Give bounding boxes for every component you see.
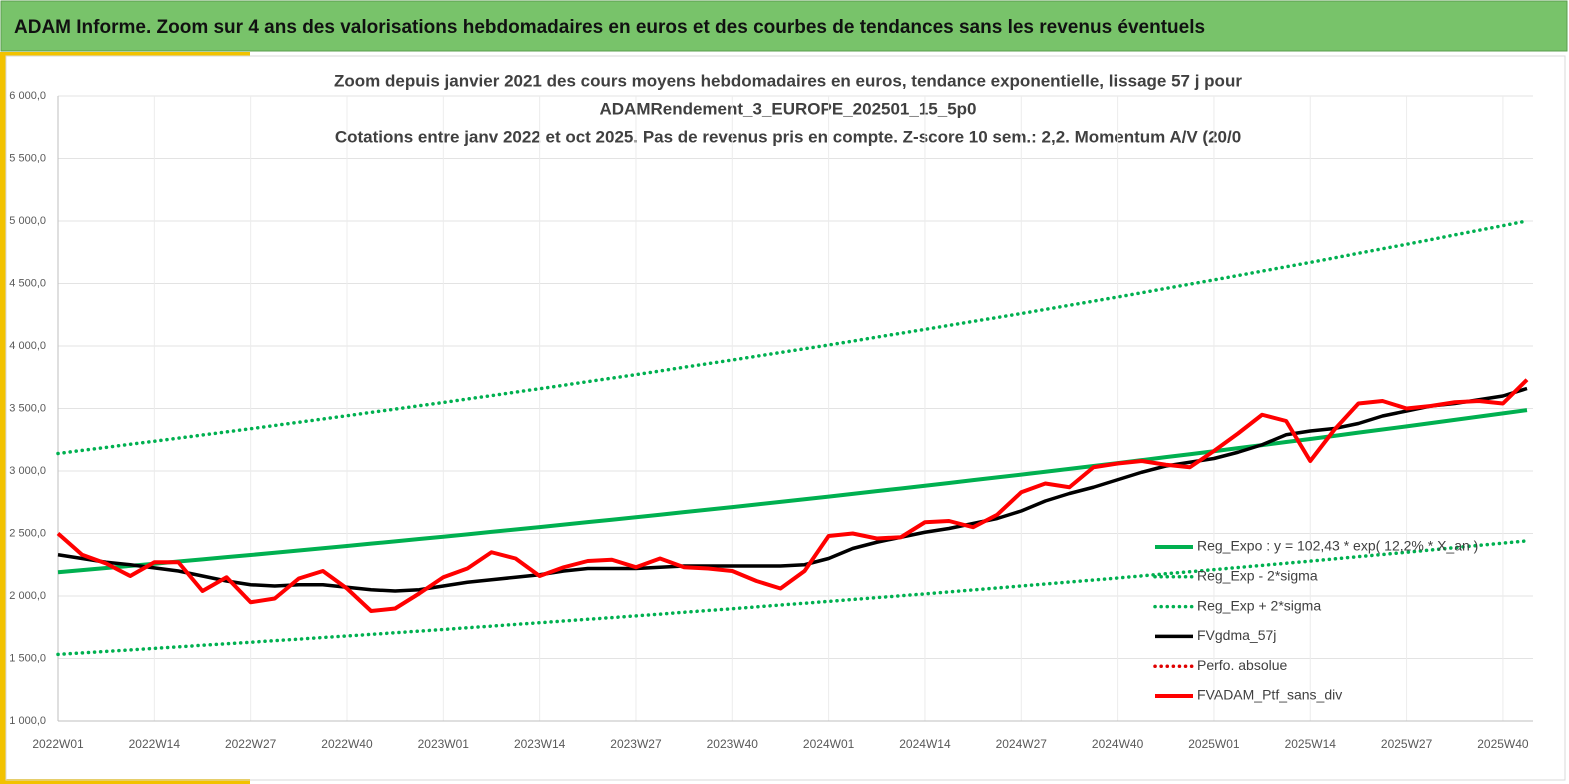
series-line [56,539,1529,657]
y-tick-label: 5 500,0 [9,152,46,164]
y-tick-label: 1 000,0 [9,715,46,727]
y-tick-label: 1 500,0 [9,652,46,664]
y-tick-label: 3 500,0 [9,402,46,414]
x-tick-label: 2025W14 [1285,737,1337,751]
chart-title: Zoom depuis janvier 2021 des cours moyen… [334,71,1242,90]
x-tick-label: 2025W27 [1381,737,1433,751]
x-tick-label: 2024W01 [803,737,855,751]
x-tick-label: 2023W27 [610,737,662,751]
top-accent [0,52,250,56]
y-tick-label: 2 500,0 [9,527,46,539]
x-tick-label: 2022W27 [225,737,277,751]
x-tick-label: 2024W14 [899,737,951,751]
x-tick-label: 2022W14 [129,737,181,751]
x-tick-label: 2024W27 [996,737,1048,751]
x-tick-label: 2024W40 [1092,737,1144,751]
header-title: ADAM Informe. Zoom sur 4 ans des valoris… [14,17,1205,38]
x-tick-label: 2023W01 [418,737,470,751]
chart-frame [5,55,1566,781]
y-tick-label: 4 000,0 [9,340,46,352]
left-accent [0,52,6,784]
x-tick-label: 2025W40 [1477,737,1529,751]
y-tick-label: 2 000,0 [9,590,46,602]
legend-label: FVADAM_Ptf_sans_div [1197,687,1342,703]
series-line [57,386,1528,593]
x-tick-label: 2022W40 [321,737,373,751]
legend-label: Reg_Expo : y = 102,43 * exp( 12,2% * X_a… [1197,538,1478,554]
x-tick-label: 2025W01 [1188,737,1240,751]
x-tick-label: 2022W01 [32,737,84,751]
legend-label: Reg_Exp + 2*sigma [1197,597,1321,613]
series-line [56,378,1529,613]
series-line [57,408,1528,575]
y-tick-label: 3 000,0 [9,465,46,477]
legend-label: Reg_Exp - 2*sigma [1197,568,1318,584]
header-bar [0,0,1568,52]
chart-title: Cotations entre janv 2022 et oct 2025. P… [335,127,1241,146]
series-line [56,219,1529,456]
y-tick-label: 6 000,0 [9,90,46,102]
x-tick-label: 2023W40 [707,737,759,751]
bottom-accent [0,779,250,784]
chart-title: ADAMRendement_3_EUROPE_202501_15_5p0 [599,99,976,118]
x-tick-label: 2023W14 [514,737,566,751]
y-tick-label: 5 000,0 [9,215,46,227]
legend-label: FVgdma_57j [1197,627,1276,643]
legend-label: Perfo. absolue [1197,657,1287,673]
y-tick-label: 4 500,0 [9,277,46,289]
